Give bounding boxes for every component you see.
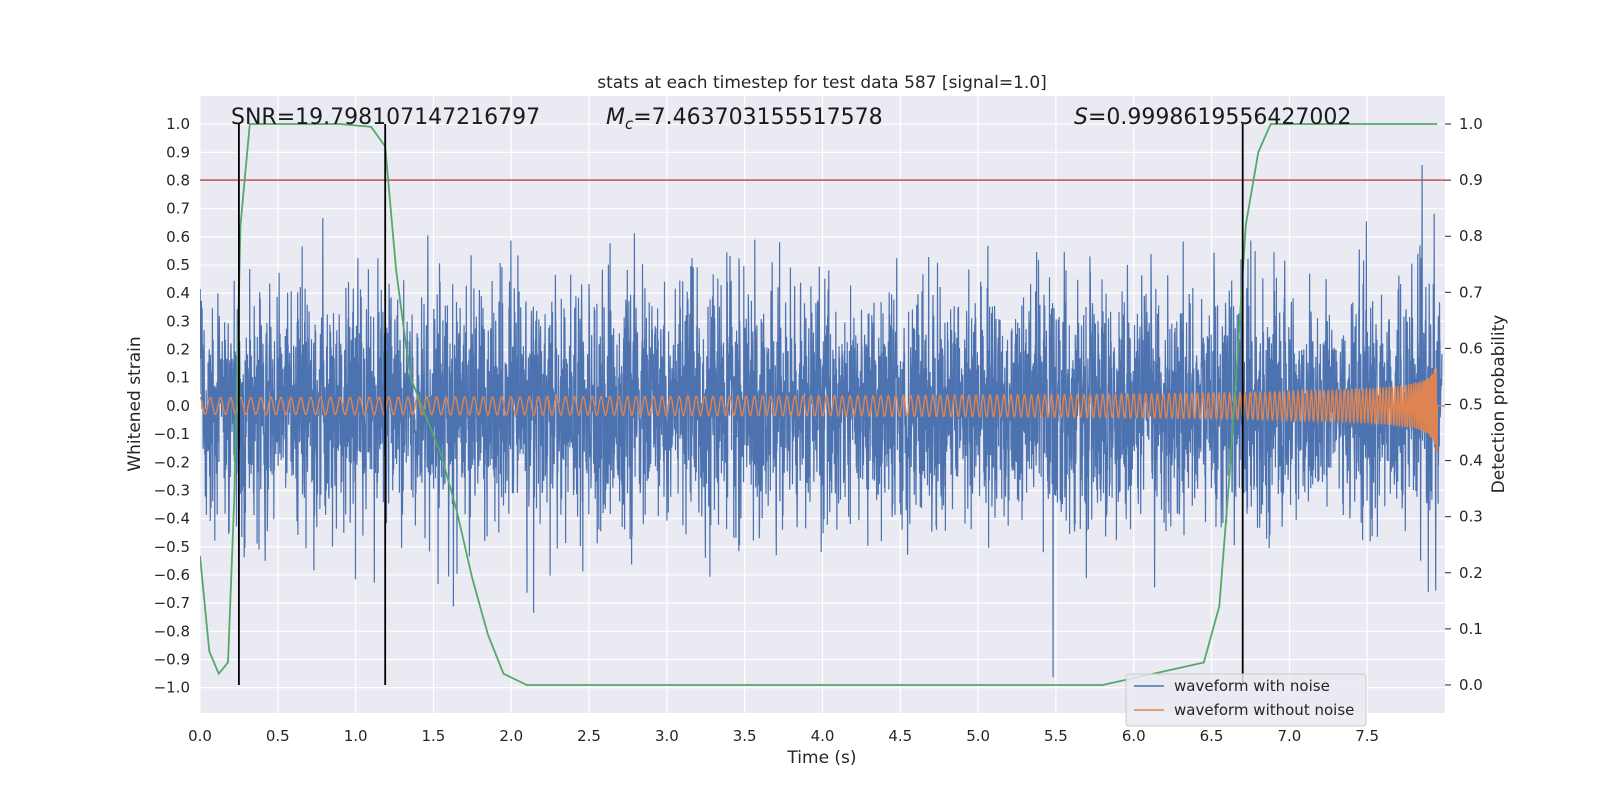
y-tick-label: 1.0	[166, 115, 190, 133]
y-right-tick-label: 0.7	[1459, 283, 1483, 301]
x-tick-label: 5.0	[966, 727, 990, 745]
x-tick-label: 0.5	[266, 727, 290, 745]
y-tick-label: −0.9	[154, 650, 190, 668]
y-right-tick-label: 0.4	[1459, 452, 1483, 470]
y-tick-label: −0.8	[154, 622, 190, 640]
y-right-tick-label: 0.0	[1459, 676, 1483, 694]
y-right-tick-label: 0.3	[1459, 508, 1483, 526]
snr-annotation: SNR=19.798107147216797	[231, 105, 540, 130]
y-ticks-right: 1.0 0.9 0.8 0.7 0.6 0.5 0.4 0.3 0.2 0.1 0.0	[1445, 115, 1483, 694]
y-tick-label: 0.7	[166, 200, 190, 218]
x-tick-label: 0.0	[188, 727, 212, 745]
y-tick-label: 0.3	[166, 312, 190, 330]
y-tick-label: 0.9	[166, 143, 190, 161]
mc-annotation: Mc=7.463703155517578	[606, 105, 883, 133]
y-tick-label: 0.0	[166, 397, 190, 415]
x-tick-label: 3.5	[733, 727, 757, 745]
x-tick-label: 5.5	[1044, 727, 1068, 745]
vertical-markers	[238, 124, 1244, 685]
x-tick-label: 6.0	[1122, 727, 1146, 745]
x-tick-label: 4.5	[888, 727, 912, 745]
y-tick-label: 0.5	[166, 256, 190, 274]
y-tick-label: 0.6	[166, 228, 190, 246]
legend: waveform with noise waveform without noi…	[1125, 673, 1367, 727]
x-tick-label: 1.0	[344, 727, 368, 745]
chart-title: stats at each timestep for test data 587…	[597, 73, 1047, 93]
legend-box	[1125, 673, 1367, 727]
x-axis-label: Time (s)	[786, 748, 856, 768]
x-tick-label: 6.5	[1200, 727, 1224, 745]
y-axis-label-right: Detection probability	[1489, 315, 1509, 494]
s-value: =0.9998619556427002	[1088, 105, 1351, 130]
legend-label-clean: waveform without noise	[1174, 701, 1354, 719]
y-axis-label: Whitened strain	[125, 336, 145, 471]
x-tick-label: 3.0	[655, 727, 679, 745]
legend-label-noise: waveform with noise	[1174, 677, 1330, 695]
mc-symbol: M	[606, 105, 625, 130]
x-tick-label: 2.0	[499, 727, 523, 745]
y-right-tick-label: 0.6	[1459, 339, 1483, 357]
y-tick-label: −0.4	[154, 510, 190, 528]
x-tick-label: 7.5	[1355, 727, 1379, 745]
series-waveform-without-noise	[200, 367, 1445, 453]
y-tick-label: 0.2	[166, 341, 190, 359]
y-tick-label: 0.8	[166, 172, 190, 190]
x-tick-label: 2.5	[577, 727, 601, 745]
y-tick-label: −0.5	[154, 538, 190, 556]
y-right-tick-label: 0.9	[1459, 171, 1483, 189]
y-right-tick-label: 0.2	[1459, 564, 1483, 582]
y-ticks: 1.0 0.9 0.8 0.7 0.6 0.5 0.4 0.3 0.2 0.1 0.0 −0.1 −0.…	[154, 115, 190, 696]
x-tick-label: 4.0	[811, 727, 835, 745]
s-symbol: S	[1074, 105, 1088, 130]
x-tick-label: 1.5	[422, 727, 446, 745]
x-ticks: 0.0 0.5 1.0 1.5 2.0 2.5 3.0 3.5 4.0 4.5 5.0 5.5 6.0 6…	[188, 727, 1379, 745]
y-tick-label: −0.2	[154, 453, 190, 471]
y-tick-label: −1.0	[154, 679, 190, 697]
mc-value: =7.463703155517578	[633, 105, 882, 130]
y-tick-label: −0.7	[154, 594, 190, 612]
y-tick-label: −0.1	[154, 425, 190, 443]
y-tick-label: −0.3	[154, 481, 190, 499]
mc-subscript: c	[625, 115, 634, 133]
y-tick-label: 0.4	[166, 284, 190, 302]
s-annotation: S=0.9998619556427002	[1074, 105, 1351, 130]
y-tick-label: 0.1	[166, 369, 190, 387]
y-right-tick-label: 0.5	[1459, 396, 1483, 414]
y-right-tick-label: 0.1	[1459, 620, 1483, 638]
x-tick-label: 7.0	[1277, 727, 1301, 745]
y-tick-label: −0.6	[154, 566, 190, 584]
y-right-tick-label: 1.0	[1459, 115, 1483, 133]
y-right-tick-label: 0.8	[1459, 227, 1483, 245]
